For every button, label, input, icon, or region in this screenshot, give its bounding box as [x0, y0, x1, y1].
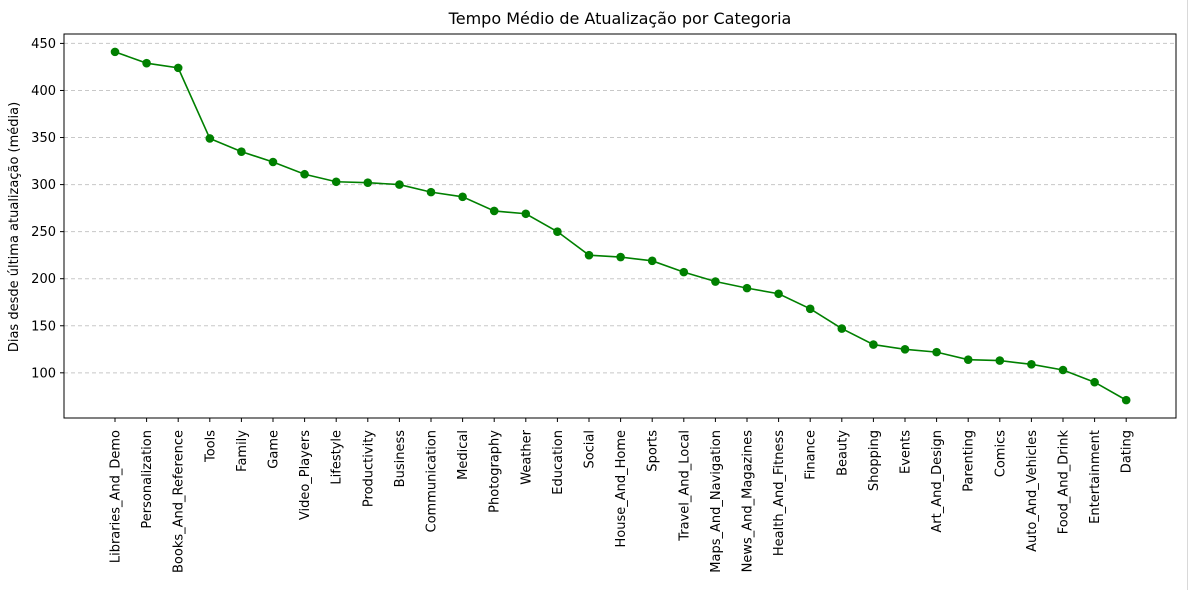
grid-lines: [64, 42, 1176, 374]
data-point: [1027, 360, 1036, 369]
x-tick-label: Books_And_Reference: [172, 430, 187, 573]
x-tick-label: Tools: [203, 430, 218, 463]
data-point: [363, 178, 373, 188]
data-point: [1121, 395, 1131, 405]
x-tick-label: Education: [551, 430, 566, 495]
data-point: [1058, 365, 1068, 375]
data-point: [679, 267, 689, 277]
data-point: [173, 63, 183, 73]
x-tick-label: Lifestyle: [330, 430, 345, 485]
x-tick-label: Productivity: [361, 430, 376, 507]
x-tick-label: Video_Players: [298, 430, 313, 520]
x-tick-label: Food_And_Drink: [1057, 430, 1072, 535]
data-point: [995, 356, 1005, 365]
x-tick-label: Business: [393, 430, 408, 488]
y-tick-label: 450: [31, 37, 56, 52]
data-point: [237, 147, 246, 156]
x-tick-label: Personalization: [140, 430, 155, 529]
x-tick-label: News_And_Magazines: [741, 430, 756, 573]
data-point: [616, 252, 625, 262]
y-axis-title: Dias desde última atualização (média): [7, 102, 22, 352]
x-tick-label: Parenting: [962, 430, 977, 492]
x-tick-label: Weather: [519, 429, 534, 484]
data-point: [963, 355, 973, 364]
x-tick-label: Social: [583, 430, 598, 469]
x-tick-label: Shopping: [867, 430, 882, 491]
data-point: [837, 324, 847, 333]
x-tick-label: Medical: [456, 430, 471, 480]
y-tick-label: 250: [31, 225, 56, 240]
data-point: [142, 58, 151, 68]
data-point: [205, 134, 215, 143]
data-point: [395, 180, 404, 189]
plot-frame: [63, 33, 1177, 419]
data-point: [521, 209, 531, 219]
x-tick-label: Family: [235, 430, 250, 472]
x-tick-label: Finance: [804, 430, 819, 480]
data-point: [300, 169, 309, 179]
data-point: [268, 157, 278, 167]
x-tick-label: Health_And_Fitness: [772, 430, 787, 556]
x-tick-label: Photography: [488, 430, 503, 513]
x-tick-label: Comics: [993, 430, 1008, 477]
x-tick-label: Communication: [425, 430, 440, 532]
data-point: [869, 340, 878, 349]
x-tick-label: Entertainment: [1088, 430, 1103, 524]
y-tick-label: 400: [31, 84, 56, 99]
data-point: [489, 206, 499, 216]
data-series: [110, 47, 1131, 405]
x-tick-label: Sports: [646, 430, 661, 472]
data-point: [458, 192, 467, 202]
data-point: [553, 227, 562, 236]
x-tick-label: Game: [267, 430, 282, 469]
data-point: [426, 187, 436, 197]
data-point: [900, 344, 910, 354]
y-tick-label: 350: [31, 131, 56, 146]
x-tick-label: Maps_And_Navigation: [709, 430, 724, 573]
axes: 100 150 200 250 300 350 400 450 Libraries_And_De…: [31, 37, 1135, 573]
y-tick-label: 100: [31, 366, 56, 381]
data-point: [742, 283, 752, 293]
x-tick-label: Beauty: [835, 430, 850, 476]
data-point: [331, 177, 341, 187]
x-tick-label: Auto_And_Vehicles: [1025, 430, 1040, 552]
data-point: [647, 256, 657, 266]
series-line: [114, 51, 1127, 401]
chart-title: Tempo Médio de Atualização por Categoria: [448, 9, 792, 28]
x-tick-label: Art_And_Design: [930, 430, 945, 533]
data-point: [1090, 377, 1099, 387]
data-point: [110, 47, 120, 57]
y-tick-label: 200: [31, 272, 56, 287]
data-point: [711, 277, 720, 286]
y-tick-label: 150: [31, 319, 56, 334]
data-point: [932, 347, 941, 357]
x-tick-label: Travel_And_Local: [677, 430, 692, 542]
data-point: [805, 304, 815, 314]
x-tick-label: House_And_Home: [614, 430, 629, 548]
data-point: [584, 250, 594, 260]
y-tick-label: 300: [31, 178, 56, 193]
x-tick-label: Events: [899, 430, 914, 474]
x-tick-label: Libraries_And_Demo: [109, 430, 124, 563]
x-tick-label: Dating: [1120, 430, 1135, 473]
data-point: [774, 289, 783, 299]
